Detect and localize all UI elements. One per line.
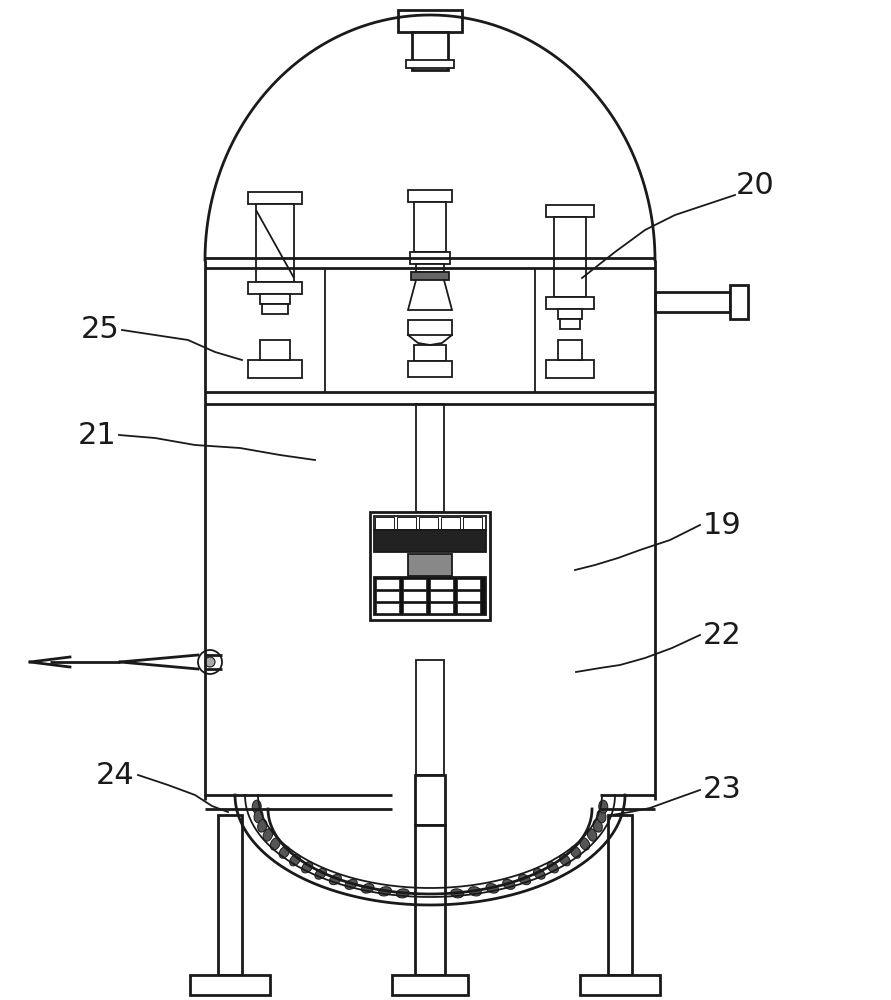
Ellipse shape (599, 800, 608, 813)
Text: 25: 25 (80, 316, 119, 344)
Bar (248, 360, 302, 378)
Ellipse shape (570, 846, 581, 858)
Text: 21: 21 (78, 420, 117, 450)
Bar (730, 285, 748, 319)
Bar (463, 517, 482, 529)
Ellipse shape (254, 810, 263, 823)
Bar (554, 217, 586, 297)
Bar (419, 517, 438, 529)
Bar (374, 516, 486, 530)
Bar (430, 603, 453, 613)
Bar (411, 272, 449, 280)
Bar (398, 10, 462, 32)
Bar (408, 320, 452, 335)
Bar (457, 579, 480, 589)
Bar (408, 361, 452, 377)
Bar (546, 360, 594, 378)
Bar (248, 282, 302, 294)
Bar (403, 603, 426, 613)
Bar (416, 264, 444, 272)
Circle shape (205, 657, 215, 667)
Ellipse shape (330, 874, 341, 885)
Bar (403, 579, 426, 589)
Ellipse shape (486, 884, 499, 893)
Bar (408, 554, 452, 576)
Bar (260, 294, 290, 304)
Ellipse shape (519, 874, 531, 885)
Bar (376, 591, 399, 601)
Bar (406, 60, 454, 68)
Bar (415, 775, 445, 825)
Bar (248, 192, 302, 204)
Bar (410, 252, 450, 264)
Bar (408, 190, 452, 202)
Text: 20: 20 (736, 170, 774, 200)
Bar (414, 202, 446, 252)
Ellipse shape (257, 819, 267, 832)
Ellipse shape (560, 854, 570, 866)
Bar (546, 205, 594, 217)
Bar (457, 603, 480, 613)
Text: 24: 24 (95, 760, 135, 790)
Bar (260, 340, 290, 360)
Bar (370, 512, 490, 620)
Bar (655, 292, 730, 312)
Bar (262, 304, 288, 314)
Ellipse shape (597, 810, 606, 823)
Ellipse shape (345, 879, 357, 889)
Bar (392, 975, 468, 995)
Bar (397, 517, 416, 529)
Ellipse shape (414, 890, 428, 899)
Ellipse shape (451, 889, 463, 898)
Ellipse shape (580, 838, 590, 850)
Bar (416, 404, 444, 512)
Bar (430, 591, 453, 601)
Text: 22: 22 (703, 620, 741, 650)
Bar (414, 345, 446, 361)
Bar (416, 660, 444, 775)
Ellipse shape (315, 868, 326, 879)
Ellipse shape (379, 887, 391, 896)
Bar (415, 825, 445, 975)
Ellipse shape (433, 890, 446, 899)
Bar (376, 579, 399, 589)
Bar (190, 975, 270, 995)
Bar (457, 591, 480, 601)
Ellipse shape (279, 846, 290, 858)
Bar (403, 591, 426, 601)
Ellipse shape (270, 838, 281, 850)
Ellipse shape (396, 889, 409, 898)
Bar (441, 517, 460, 529)
Ellipse shape (362, 884, 374, 893)
Bar (558, 309, 582, 319)
Ellipse shape (263, 829, 273, 841)
Text: 19: 19 (703, 510, 741, 540)
Ellipse shape (301, 862, 313, 873)
Ellipse shape (534, 868, 545, 879)
Ellipse shape (252, 800, 261, 813)
Bar (430, 579, 453, 589)
Ellipse shape (503, 879, 515, 889)
Bar (218, 815, 242, 975)
Ellipse shape (593, 819, 602, 832)
Bar (546, 297, 594, 309)
Text: 23: 23 (703, 776, 741, 804)
Bar (374, 577, 486, 615)
Ellipse shape (469, 887, 481, 896)
Circle shape (198, 650, 222, 674)
Bar (375, 517, 394, 529)
Bar (376, 603, 399, 613)
Bar (256, 204, 294, 282)
Bar (608, 815, 632, 975)
Ellipse shape (290, 854, 300, 866)
Bar (560, 319, 580, 329)
Bar (558, 340, 582, 360)
Ellipse shape (587, 829, 597, 841)
Ellipse shape (547, 862, 559, 873)
Bar (374, 530, 486, 552)
Bar (580, 975, 660, 995)
Bar (412, 32, 448, 70)
